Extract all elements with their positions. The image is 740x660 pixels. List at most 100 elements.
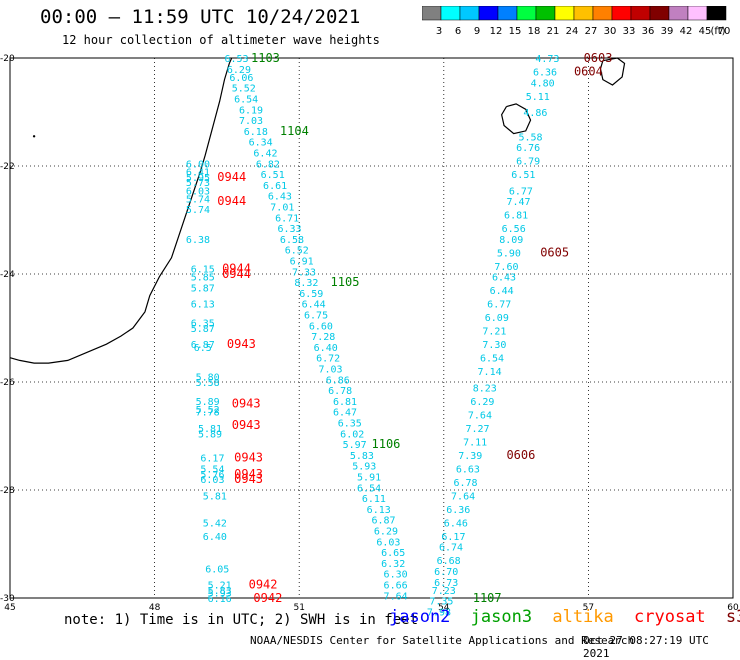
swh-value: 5.87 [191, 324, 215, 335]
swh-value: 7.11 [463, 437, 487, 448]
map-frame [9, 57, 734, 599]
swh-value: 5.58 [519, 132, 543, 143]
swh-value: 6.36 [533, 68, 557, 79]
swh-value: 5.11 [526, 92, 550, 103]
swh-value: 5.95 [186, 173, 210, 184]
mauritius-island [599, 57, 626, 86]
swh-value: 6.77 [509, 186, 533, 197]
swh-value: 5.58 [196, 378, 220, 389]
swh-value: 5.85 [191, 273, 215, 284]
legend-cryosat: cryosat [634, 607, 706, 627]
swh-value: 6.13 [191, 300, 215, 311]
pass-time: 1103 [251, 51, 280, 65]
pass-time: 0944 [217, 170, 246, 184]
lat-label: -26 [0, 378, 15, 388]
pass-time: 0603 [584, 51, 613, 65]
lon-label: 54 [438, 603, 450, 613]
swh-value: 6.81 [333, 397, 357, 408]
swh-value: 7.27 [465, 424, 489, 435]
swh-value: 7.98 [427, 608, 451, 619]
swh-value: 6.44 [490, 286, 514, 297]
swh-value: 5.97 [343, 440, 367, 451]
scale-label: 9 [474, 26, 480, 37]
pass-time: 1104 [280, 124, 309, 138]
swh-value: 5.89 [198, 429, 222, 440]
swh-value: 6.61 [263, 181, 287, 192]
swh-value: 6.17 [441, 532, 465, 543]
reunion-island [501, 103, 532, 135]
swh-value: 6.35 [338, 419, 362, 430]
swh-value: 7.28 [311, 332, 335, 343]
swh-value: 8.23 [473, 383, 497, 394]
swh-value: 5.21 [208, 581, 232, 592]
scale-label: 6 [455, 26, 461, 37]
swh-value: 6.18 [244, 127, 268, 138]
swh-value: 6.30 [384, 570, 408, 581]
swh-value: 7.64 [384, 591, 408, 602]
swh-value: 4.86 [523, 108, 547, 119]
swh-value: 6.91 [290, 257, 314, 268]
swh-value: 7.23 [432, 586, 456, 597]
footer-generated: Oct 27 08:27:19 UTC 2021 [583, 634, 709, 660]
scale-label: 30 [604, 26, 617, 37]
footer-credit: NOAA/NESDIS Center for Satellite Applica… [250, 634, 635, 647]
lat-label: -20 [0, 54, 15, 64]
pass-time: 0942 [253, 591, 282, 605]
swh-value: 5.54 [200, 464, 224, 475]
swh-value: 7.30 [482, 340, 506, 351]
scale-unit: (ft) [710, 26, 725, 37]
swh-value: 6.65 [381, 548, 405, 559]
swh-value: 6.79 [516, 157, 540, 168]
scale-label: 24 [566, 26, 579, 37]
swh-value: 4.73 [535, 54, 559, 65]
swh-value: 6.51 [261, 170, 285, 181]
swh-value: 6.47 [333, 408, 357, 419]
pass-time: 1105 [331, 275, 360, 289]
swh-value: 6.70 [434, 567, 458, 578]
swh-value: 5.83 [350, 451, 374, 462]
swh-value: 5.93 [352, 462, 376, 473]
swh-value: 6.02 [340, 429, 364, 440]
swh-value: 7.35 [429, 597, 453, 608]
swh-value: 6.81 [504, 211, 528, 222]
swh-value: 6.74 [439, 543, 463, 554]
swh-value: 6.5 [194, 343, 212, 354]
pass-time: 0605 [540, 245, 569, 259]
swh-value: 6.43 [268, 192, 292, 203]
swh-value: 6.40 [314, 343, 338, 354]
swh-value: 6.46 [444, 518, 468, 529]
swh-value: 6.16 [208, 594, 232, 605]
scale-label: 18 [528, 26, 541, 37]
swh-value: 6.52 [285, 246, 309, 257]
swh-value: 5.87 [191, 284, 215, 295]
lat-label: -24 [0, 270, 15, 280]
swh-value: 6.87 [191, 340, 215, 351]
swh-value: 5.83 [208, 586, 232, 597]
swh-value: 6.17 [200, 454, 224, 465]
swh-value: 6.36 [446, 505, 470, 516]
swh-value: 5.74 [186, 194, 210, 205]
scale-label: 70 [718, 26, 731, 37]
swh-value: 6.44 [302, 300, 326, 311]
swh-value: 5.80 [196, 373, 220, 384]
swh-value: 5.93 [208, 589, 232, 600]
swh-value: 5.90 [497, 248, 521, 259]
swh-value: 6.00 [186, 159, 210, 170]
pass-time: 0943 [232, 397, 261, 411]
swh-value: 5.89 [196, 397, 220, 408]
swh-value: 7.21 [482, 327, 506, 338]
swh-value: 7.64 [451, 491, 475, 502]
lat-label: -30 [0, 594, 15, 604]
swh-value: 6.29 [374, 527, 398, 538]
swh-value: 6.05 [205, 564, 229, 575]
lon-label: 51 [293, 603, 304, 613]
swh-value: 6.29 [470, 397, 494, 408]
color-scale-legend: 3 6 9 12 15 18 21 24 27 30 33 36 39 42 45 70(ft) [422, 6, 731, 37]
swh-value: 6.73 [434, 578, 458, 589]
swh-value: 6.51 [511, 170, 535, 181]
scale-label: 15 [509, 26, 522, 37]
swh-value: 6.42 [253, 149, 277, 160]
lon-label: 48 [149, 603, 161, 613]
swh-value: 6.77 [487, 300, 511, 311]
swh-value: 6.03 [186, 186, 210, 197]
